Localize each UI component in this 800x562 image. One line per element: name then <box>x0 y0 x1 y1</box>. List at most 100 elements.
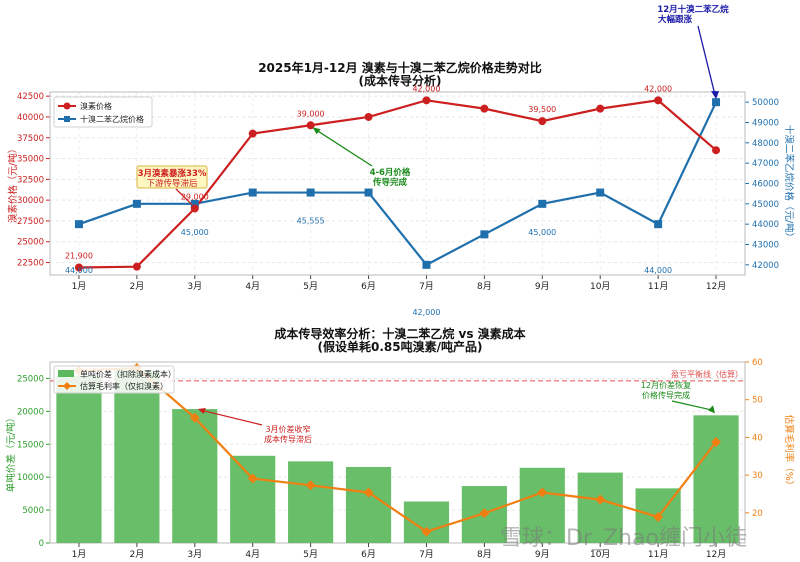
point-bromine <box>480 104 489 113</box>
point-label: 42,000 <box>644 84 672 93</box>
chart1-xtick-label: 3月 <box>187 281 202 292</box>
chart1-ytick-right-label: 46000 <box>752 180 779 190</box>
point-dbdpe <box>74 220 83 229</box>
legend-frame <box>53 365 175 394</box>
point-dbdpe <box>654 220 663 229</box>
legend-label-margin: 估算毛利率（仅扣溴素） <box>80 381 168 391</box>
point-label: 45,000 <box>181 228 209 237</box>
chart2-ytick-right-label: 20 <box>752 509 763 519</box>
annotation-text: 大幅跟涨 <box>658 14 693 25</box>
chart2-xtick-label: 7月 <box>419 549 434 560</box>
chart2-xtick-label: 10月 <box>590 549 610 560</box>
chart1-ytick-label: 42500 <box>17 92 44 102</box>
reference-line-label: 盈亏平衡线（估算） <box>671 369 743 379</box>
chart1-ytick-label: 30000 <box>17 196 44 206</box>
point-margin <box>479 508 490 519</box>
chart1-ytick-right-label: 45000 <box>752 200 779 210</box>
point-label: 44,000 <box>644 266 672 275</box>
point-margin <box>595 494 606 505</box>
chart1-ylabel-right: 十溴二苯乙烷价格（元/吨） <box>783 125 795 242</box>
chart2-ytick-label: 25000 <box>17 374 44 384</box>
bar-spread <box>693 415 739 543</box>
chart1-frame <box>49 91 746 276</box>
point-dbdpe <box>538 199 547 208</box>
annotation-arrowhead <box>708 405 716 414</box>
point-margin <box>421 526 432 537</box>
annotation-arrow <box>313 127 373 167</box>
chart2-title: 成本传导效率分析：十溴二苯乙烷 vs 溴素成本 <box>274 326 525 341</box>
chart2-ytick-label: 15000 <box>17 440 44 450</box>
point-label: 42,000 <box>412 308 440 317</box>
point-dbdpe <box>248 188 257 197</box>
chart1-xtick-label: 7月 <box>419 281 434 292</box>
point-bromine <box>538 117 547 126</box>
point-dbdpe <box>422 260 431 269</box>
chart2-xtick-label: 1月 <box>72 549 87 560</box>
point-dbdpe <box>306 188 315 197</box>
annotation-arrowhead <box>711 91 720 100</box>
chart1-xtick-label: 1月 <box>72 281 87 292</box>
point-dbdpe <box>364 188 373 197</box>
chart2-xtick-label: 4月 <box>245 549 260 560</box>
annotation-text: 3月价差收窄 <box>265 424 310 434</box>
point-bromine <box>248 129 257 138</box>
point-dbdpe <box>480 230 489 239</box>
chart2-ytick-right-label: 50 <box>752 396 763 406</box>
point-dbdpe <box>132 199 141 208</box>
point-bromine <box>596 104 605 113</box>
series-line-bromine <box>78 99 717 269</box>
annotation-text: 价格传导完成 <box>642 390 690 400</box>
point-margin <box>189 412 200 423</box>
point-label: 45,000 <box>528 228 556 237</box>
point-bromine <box>190 204 199 213</box>
chart2-ytick-right-label: 30 <box>752 471 763 481</box>
chart1-title: 2025年1月-12月 溴素与十溴二苯乙烷价格走势对比 <box>258 60 542 75</box>
chart2-ytick-right-label: 60 <box>752 358 763 368</box>
chart1-xtick-label: 6月 <box>361 281 376 292</box>
annotation-arrowhead <box>197 408 206 415</box>
annotation-arrow <box>175 188 193 205</box>
chart1-ytick-label: 37500 <box>17 134 44 144</box>
chart1-xtick-label: 10月 <box>590 281 610 292</box>
chart1-ytick-label: 40000 <box>17 113 44 123</box>
annotation-arrow <box>200 409 263 426</box>
chart1-ytick-right-label: 44000 <box>752 220 779 230</box>
bar-spread <box>345 466 392 543</box>
chart1-xtick-label: 11月 <box>648 281 668 292</box>
point-bromine <box>306 121 315 130</box>
point-bromine <box>132 262 141 271</box>
chart2-subtitle: (假设单耗0.85吨溴素/吨产品) <box>318 339 483 354</box>
bar-spread <box>519 467 565 543</box>
chart2-ylabel-right: 估算毛利率（%） <box>783 415 795 491</box>
chart2-xtick-label: 11月 <box>648 549 668 560</box>
bar-spread <box>114 369 160 543</box>
chart1-ytick-right-label: 50000 <box>752 98 779 108</box>
point-margin <box>537 487 548 498</box>
chart1-xtick-label: 12月 <box>706 281 726 292</box>
point-label: 45,555 <box>297 217 325 226</box>
point-margin <box>653 511 664 522</box>
point-label: 44,000 <box>65 266 93 275</box>
point-label: 29,000 <box>181 192 209 201</box>
chart2-xtick-label: 9月 <box>535 549 550 560</box>
chart1-xtick-label: 5月 <box>303 281 318 292</box>
chart1-ytick-label: 25000 <box>17 238 44 248</box>
chart1-ytick-right-label: 49000 <box>752 119 779 129</box>
legend-label-dbdpe: 十溴二苯乙烷价格 <box>80 114 144 124</box>
annotation-text: 成本传导滞后 <box>264 434 312 444</box>
chart1-ytick-label: 35000 <box>17 155 44 165</box>
chart1-xtick-label: 2月 <box>130 281 145 292</box>
legend-frame <box>53 96 153 128</box>
legend-marker-bromine <box>63 102 71 110</box>
point-bromine <box>654 96 663 105</box>
annotation-text: 12月十溴二苯乙烷 <box>657 4 729 15</box>
point-margin <box>711 436 722 447</box>
annotation-text: 4-6月价格 <box>370 167 411 178</box>
chart2-xtick-label: 2月 <box>130 549 145 560</box>
legend-label-bromine: 溴素价格 <box>80 101 112 111</box>
point-bromine <box>422 96 431 105</box>
watermark: 雪球：Dr_Zhao缠门小徒 <box>500 526 747 551</box>
chart1-ytick-label: 32500 <box>17 175 44 185</box>
chart2-ytick-label: 20000 <box>17 407 44 417</box>
